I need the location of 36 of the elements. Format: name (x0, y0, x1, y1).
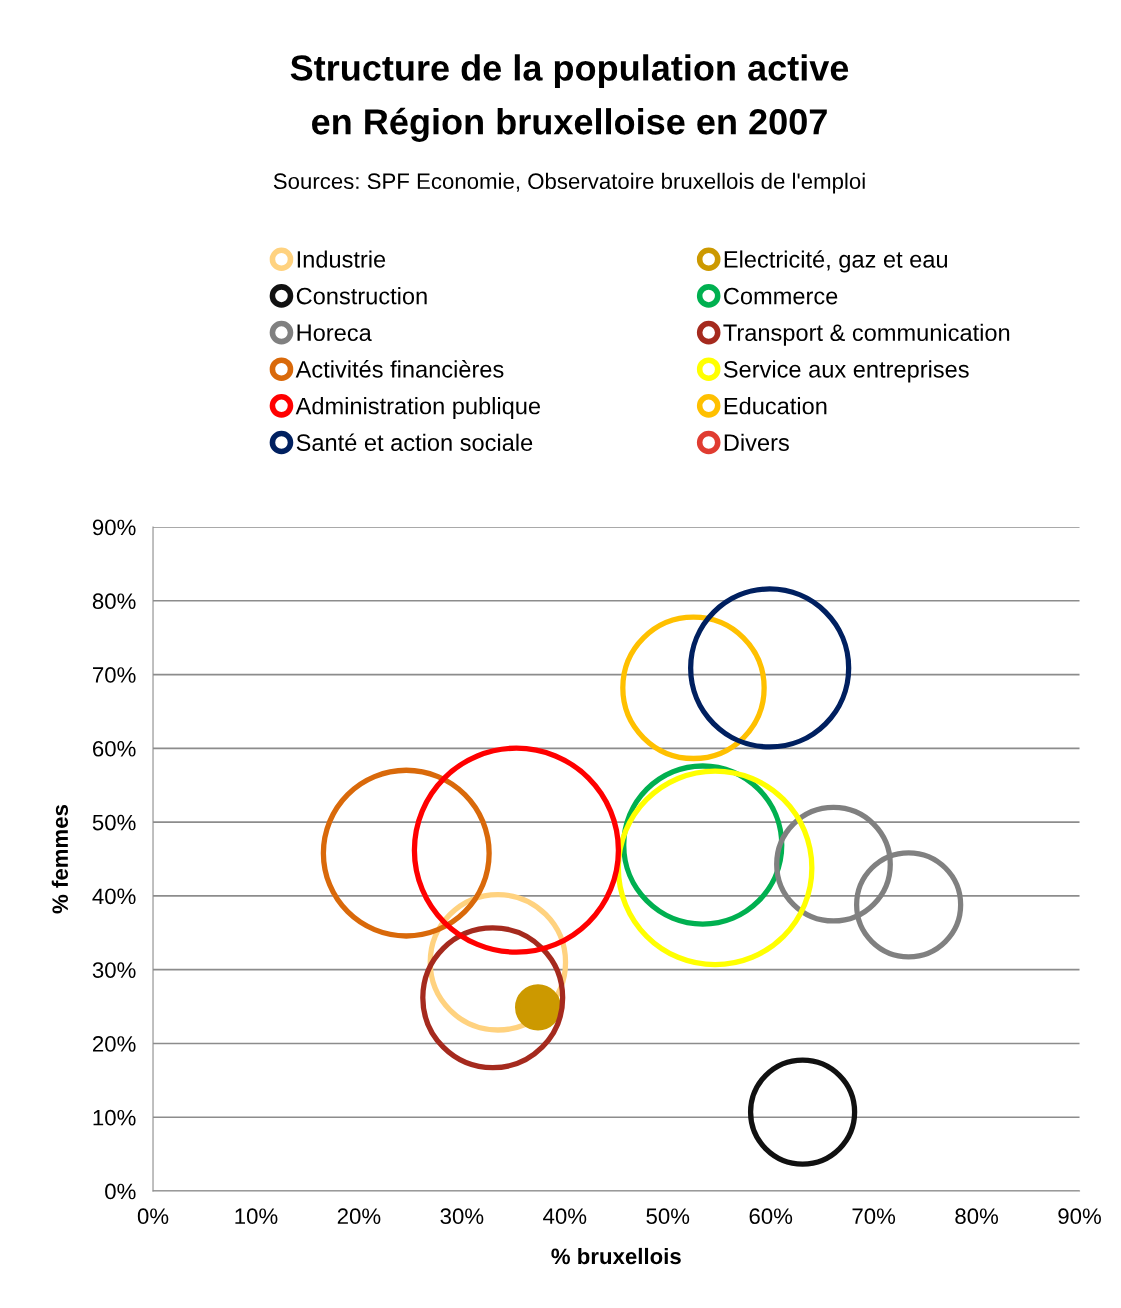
x-tick-label: 40% (543, 1208, 587, 1225)
x-tick-label: 70% (852, 1208, 896, 1225)
y-tick-label: 10% (93, 1109, 136, 1126)
chart-subtitle: Sources: SPF Economie, Observatoire bruxellois de l'emploi (273, 172, 865, 194)
x-tick-label: 90% (1058, 1208, 1101, 1225)
x-axis-title: % bruxellois (551, 1247, 681, 1265)
y-tick-label: 0% (105, 1183, 136, 1200)
x-tick-label: 0% (137, 1208, 169, 1225)
x-tick-label: 20% (337, 1208, 381, 1225)
legend-label: Electricité, gaz et eau (724, 250, 948, 273)
legend-label: Service aux entreprises (723, 360, 969, 383)
y-tick-label: 20% (92, 1036, 136, 1052)
x-tick-label: 10% (235, 1208, 278, 1225)
x-tick-label: 50% (646, 1208, 690, 1225)
legend-label: Horeca (297, 324, 372, 342)
legend-label: Administration publique (295, 397, 541, 420)
y-tick-label: 60% (93, 740, 136, 757)
legend-label: Education (724, 397, 827, 415)
legend-label: Divers (724, 433, 789, 452)
legend-label: Transport & communication (723, 323, 1010, 346)
y-tick-label: 40% (92, 888, 136, 905)
legend-label: Santé et action sociale (296, 433, 533, 452)
y-axis-title: % femmes (51, 804, 69, 914)
legend-label: Industrie (297, 250, 386, 268)
y-tick-label: 30% (92, 962, 136, 978)
y-tick-label: 50% (92, 814, 136, 831)
y-tick-label: 90% (92, 519, 136, 536)
legend-label: Construction (296, 287, 427, 305)
x-tick-label: 60% (749, 1208, 793, 1225)
y-tick-label: 80% (92, 593, 136, 610)
legend-label: Activités financières (295, 360, 504, 378)
x-tick-label: 80% (955, 1208, 999, 1225)
chart-title: Structure de la population active en Région bruxelloise en 2007 (290, 54, 849, 142)
x-tick-label: 30% (440, 1208, 484, 1225)
y-tick-label: 70% (93, 667, 136, 683)
legend-label: Commerce (724, 287, 838, 305)
